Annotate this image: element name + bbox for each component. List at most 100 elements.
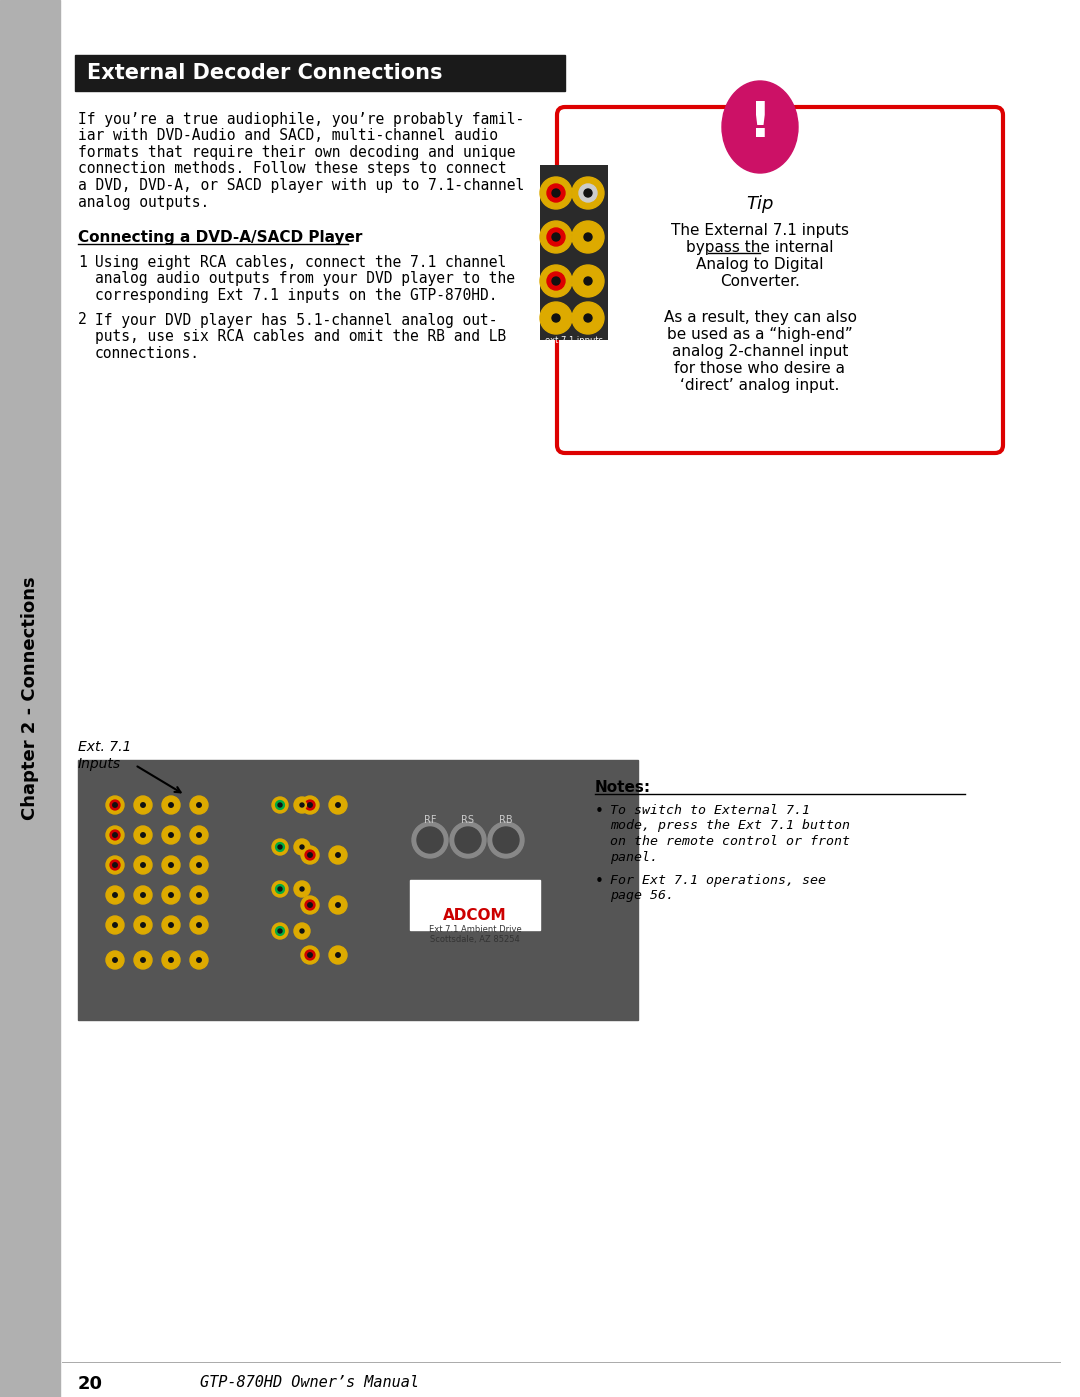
Circle shape [298, 884, 307, 894]
FancyBboxPatch shape [557, 108, 1003, 453]
Circle shape [275, 800, 284, 809]
Circle shape [168, 863, 173, 868]
Circle shape [140, 833, 145, 837]
Circle shape [190, 856, 208, 875]
Circle shape [336, 953, 340, 957]
Text: Ext. 7.1
Inputs: Ext. 7.1 Inputs [78, 740, 132, 771]
Circle shape [197, 893, 201, 897]
Text: Chapter 2 - Connections: Chapter 2 - Connections [21, 577, 39, 820]
Circle shape [166, 921, 176, 930]
Circle shape [336, 902, 340, 907]
Circle shape [106, 796, 124, 814]
Text: External Decoder Connections: External Decoder Connections [87, 63, 443, 82]
Circle shape [190, 796, 208, 814]
Circle shape [166, 956, 176, 965]
Circle shape [275, 842, 284, 851]
Circle shape [272, 882, 288, 897]
Circle shape [112, 958, 118, 963]
Circle shape [579, 184, 597, 203]
Text: page 56.: page 56. [610, 890, 674, 902]
Text: If your DVD player has 5.1-channel analog out-: If your DVD player has 5.1-channel analo… [95, 313, 498, 327]
Circle shape [140, 863, 145, 868]
Circle shape [329, 847, 347, 863]
Circle shape [168, 893, 173, 897]
Circle shape [197, 923, 201, 928]
Circle shape [540, 265, 572, 298]
Circle shape [298, 926, 307, 936]
Circle shape [455, 827, 481, 854]
Circle shape [572, 177, 604, 210]
Circle shape [336, 803, 340, 807]
Text: Connecting a DVD-A/SACD Player: Connecting a DVD-A/SACD Player [78, 231, 363, 244]
Bar [540, 165, 608, 339]
Circle shape [106, 886, 124, 904]
Circle shape [106, 856, 124, 875]
Text: connections.: connections. [95, 345, 200, 360]
Circle shape [272, 923, 288, 939]
Circle shape [301, 895, 319, 914]
Circle shape [197, 833, 201, 837]
Circle shape [194, 956, 204, 965]
Text: bypass the internal: bypass the internal [686, 240, 834, 256]
Circle shape [552, 189, 561, 197]
Circle shape [329, 946, 347, 964]
Circle shape [540, 221, 572, 253]
Circle shape [140, 958, 145, 963]
Circle shape [278, 887, 282, 891]
Circle shape [162, 856, 180, 875]
Circle shape [166, 800, 176, 810]
Circle shape [134, 856, 152, 875]
Circle shape [194, 890, 204, 900]
Circle shape [168, 833, 173, 837]
Circle shape [138, 921, 148, 930]
Circle shape [294, 882, 310, 897]
Text: •: • [595, 875, 604, 888]
Circle shape [329, 796, 347, 814]
Text: connection methods. Follow these steps to connect: connection methods. Follow these steps t… [78, 162, 507, 176]
Circle shape [308, 852, 312, 858]
Circle shape [278, 929, 282, 933]
Circle shape [579, 309, 597, 327]
Circle shape [552, 233, 561, 242]
Text: •: • [595, 805, 604, 819]
Text: To switch to External 7.1: To switch to External 7.1 [610, 805, 810, 817]
Circle shape [162, 886, 180, 904]
Circle shape [110, 861, 120, 870]
Circle shape [308, 902, 312, 907]
Circle shape [134, 796, 152, 814]
Circle shape [333, 800, 343, 810]
Circle shape [140, 923, 145, 928]
Circle shape [333, 900, 343, 909]
Text: If you’re a true audiophile, you’re probably famil-: If you’re a true audiophile, you’re prob… [78, 112, 524, 127]
Ellipse shape [723, 81, 798, 173]
Bar [75, 54, 565, 91]
Circle shape [294, 798, 310, 813]
Circle shape [305, 800, 315, 810]
Text: ext 7.1 inputs: ext 7.1 inputs [545, 337, 603, 345]
Text: !: ! [748, 99, 771, 147]
Circle shape [162, 951, 180, 970]
Circle shape [138, 890, 148, 900]
Circle shape [546, 272, 565, 291]
Text: Analog to Digital: Analog to Digital [697, 257, 824, 272]
Circle shape [194, 921, 204, 930]
Text: mode, press the Ext 7.1 button: mode, press the Ext 7.1 button [610, 820, 850, 833]
Circle shape [584, 314, 592, 321]
Circle shape [106, 916, 124, 935]
Circle shape [300, 929, 303, 933]
Text: ADCOM: ADCOM [443, 908, 507, 923]
Circle shape [278, 845, 282, 849]
Text: 1: 1 [78, 256, 86, 270]
Text: 2: 2 [78, 313, 86, 327]
Circle shape [197, 803, 201, 807]
Circle shape [546, 184, 565, 203]
Circle shape [572, 221, 604, 253]
Text: 20: 20 [78, 1375, 103, 1393]
Circle shape [110, 830, 120, 840]
Circle shape [194, 830, 204, 840]
Text: panel.: panel. [610, 851, 658, 863]
Circle shape [112, 833, 118, 837]
Circle shape [301, 946, 319, 964]
Text: puts, use six RCA cables and omit the RB and LB: puts, use six RCA cables and omit the RB… [95, 330, 507, 344]
Circle shape [106, 826, 124, 844]
